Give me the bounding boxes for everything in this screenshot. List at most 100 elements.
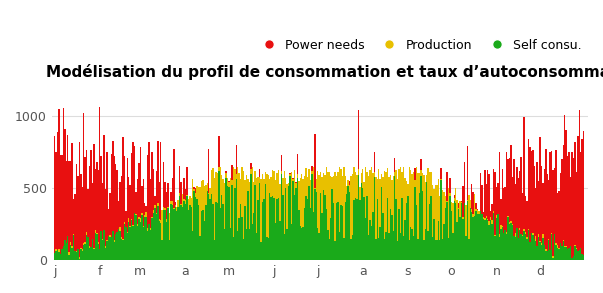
Bar <box>70 242 71 260</box>
Bar <box>92 183 93 260</box>
Bar <box>407 184 408 260</box>
Bar <box>560 243 561 260</box>
Bar <box>263 196 265 260</box>
Bar <box>324 193 326 260</box>
Bar <box>414 168 416 260</box>
Bar <box>465 205 467 260</box>
Bar <box>276 173 278 260</box>
Bar <box>115 234 116 260</box>
Bar <box>320 172 321 260</box>
Bar <box>127 233 128 260</box>
Bar <box>291 173 292 260</box>
Text: Modélisation du profil de consommation et taux d’autoconsommation: Modélisation du profil de consommation e… <box>46 64 603 80</box>
Bar <box>513 236 514 260</box>
Bar <box>170 200 172 260</box>
Bar <box>499 237 500 260</box>
Bar <box>365 218 367 260</box>
Bar <box>102 240 103 260</box>
Bar <box>429 201 431 260</box>
Bar <box>294 170 295 260</box>
Bar <box>403 235 404 260</box>
Bar <box>442 190 443 260</box>
Bar <box>259 169 260 260</box>
Bar <box>381 185 382 260</box>
Bar <box>294 195 295 260</box>
Bar <box>431 193 432 260</box>
Bar <box>475 211 477 260</box>
Bar <box>463 186 464 260</box>
Bar <box>130 227 131 260</box>
Bar <box>128 218 130 260</box>
Bar <box>566 246 567 260</box>
Bar <box>371 226 372 260</box>
Bar <box>169 213 170 260</box>
Bar <box>324 175 326 260</box>
Bar <box>180 205 182 260</box>
Bar <box>428 231 429 260</box>
Bar <box>349 185 350 260</box>
Bar <box>198 205 199 260</box>
Bar <box>563 240 564 260</box>
Bar <box>397 239 399 260</box>
Bar <box>262 202 263 260</box>
Bar <box>323 190 324 260</box>
Bar <box>109 235 110 260</box>
Bar <box>63 246 64 260</box>
Bar <box>544 169 545 260</box>
Bar <box>229 182 230 260</box>
Bar <box>163 210 165 260</box>
Bar <box>201 211 202 260</box>
Bar <box>436 240 438 260</box>
Bar <box>198 202 199 260</box>
Bar <box>219 208 221 260</box>
Bar <box>364 183 365 260</box>
Bar <box>448 188 449 260</box>
Bar <box>545 249 546 260</box>
Bar <box>329 239 330 260</box>
Bar <box>108 236 109 260</box>
Bar <box>452 233 453 260</box>
Bar <box>291 224 292 260</box>
Bar <box>121 176 122 260</box>
Bar <box>285 186 286 260</box>
Bar <box>414 187 416 260</box>
Bar <box>376 194 378 260</box>
Bar <box>201 207 202 260</box>
Bar <box>303 179 304 260</box>
Bar <box>491 204 493 260</box>
Bar <box>418 173 420 260</box>
Bar <box>151 218 153 260</box>
Bar <box>183 199 185 260</box>
Bar <box>443 192 445 260</box>
Bar <box>384 171 385 260</box>
Bar <box>80 249 81 260</box>
Bar <box>221 175 223 260</box>
Bar <box>83 243 84 260</box>
Bar <box>92 239 93 260</box>
Bar <box>148 224 150 260</box>
Bar <box>188 199 189 260</box>
Bar <box>335 172 336 260</box>
Bar <box>375 177 376 260</box>
Bar <box>471 212 473 260</box>
Bar <box>134 214 135 260</box>
Bar <box>209 188 211 260</box>
Bar <box>185 204 186 260</box>
Bar <box>555 245 557 260</box>
Bar <box>263 179 265 260</box>
Bar <box>499 152 500 260</box>
Bar <box>374 177 375 260</box>
Bar <box>531 234 532 260</box>
Bar <box>471 184 473 260</box>
Bar <box>259 183 260 260</box>
Bar <box>148 224 150 260</box>
Bar <box>83 245 84 260</box>
Bar <box>96 234 98 260</box>
Bar <box>243 171 244 260</box>
Bar <box>420 170 421 260</box>
Bar <box>535 188 537 260</box>
Bar <box>286 228 288 260</box>
Bar <box>278 170 279 260</box>
Bar <box>234 188 236 260</box>
Bar <box>362 188 364 260</box>
